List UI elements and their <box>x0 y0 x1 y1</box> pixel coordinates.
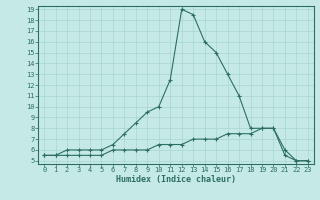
X-axis label: Humidex (Indice chaleur): Humidex (Indice chaleur) <box>116 175 236 184</box>
